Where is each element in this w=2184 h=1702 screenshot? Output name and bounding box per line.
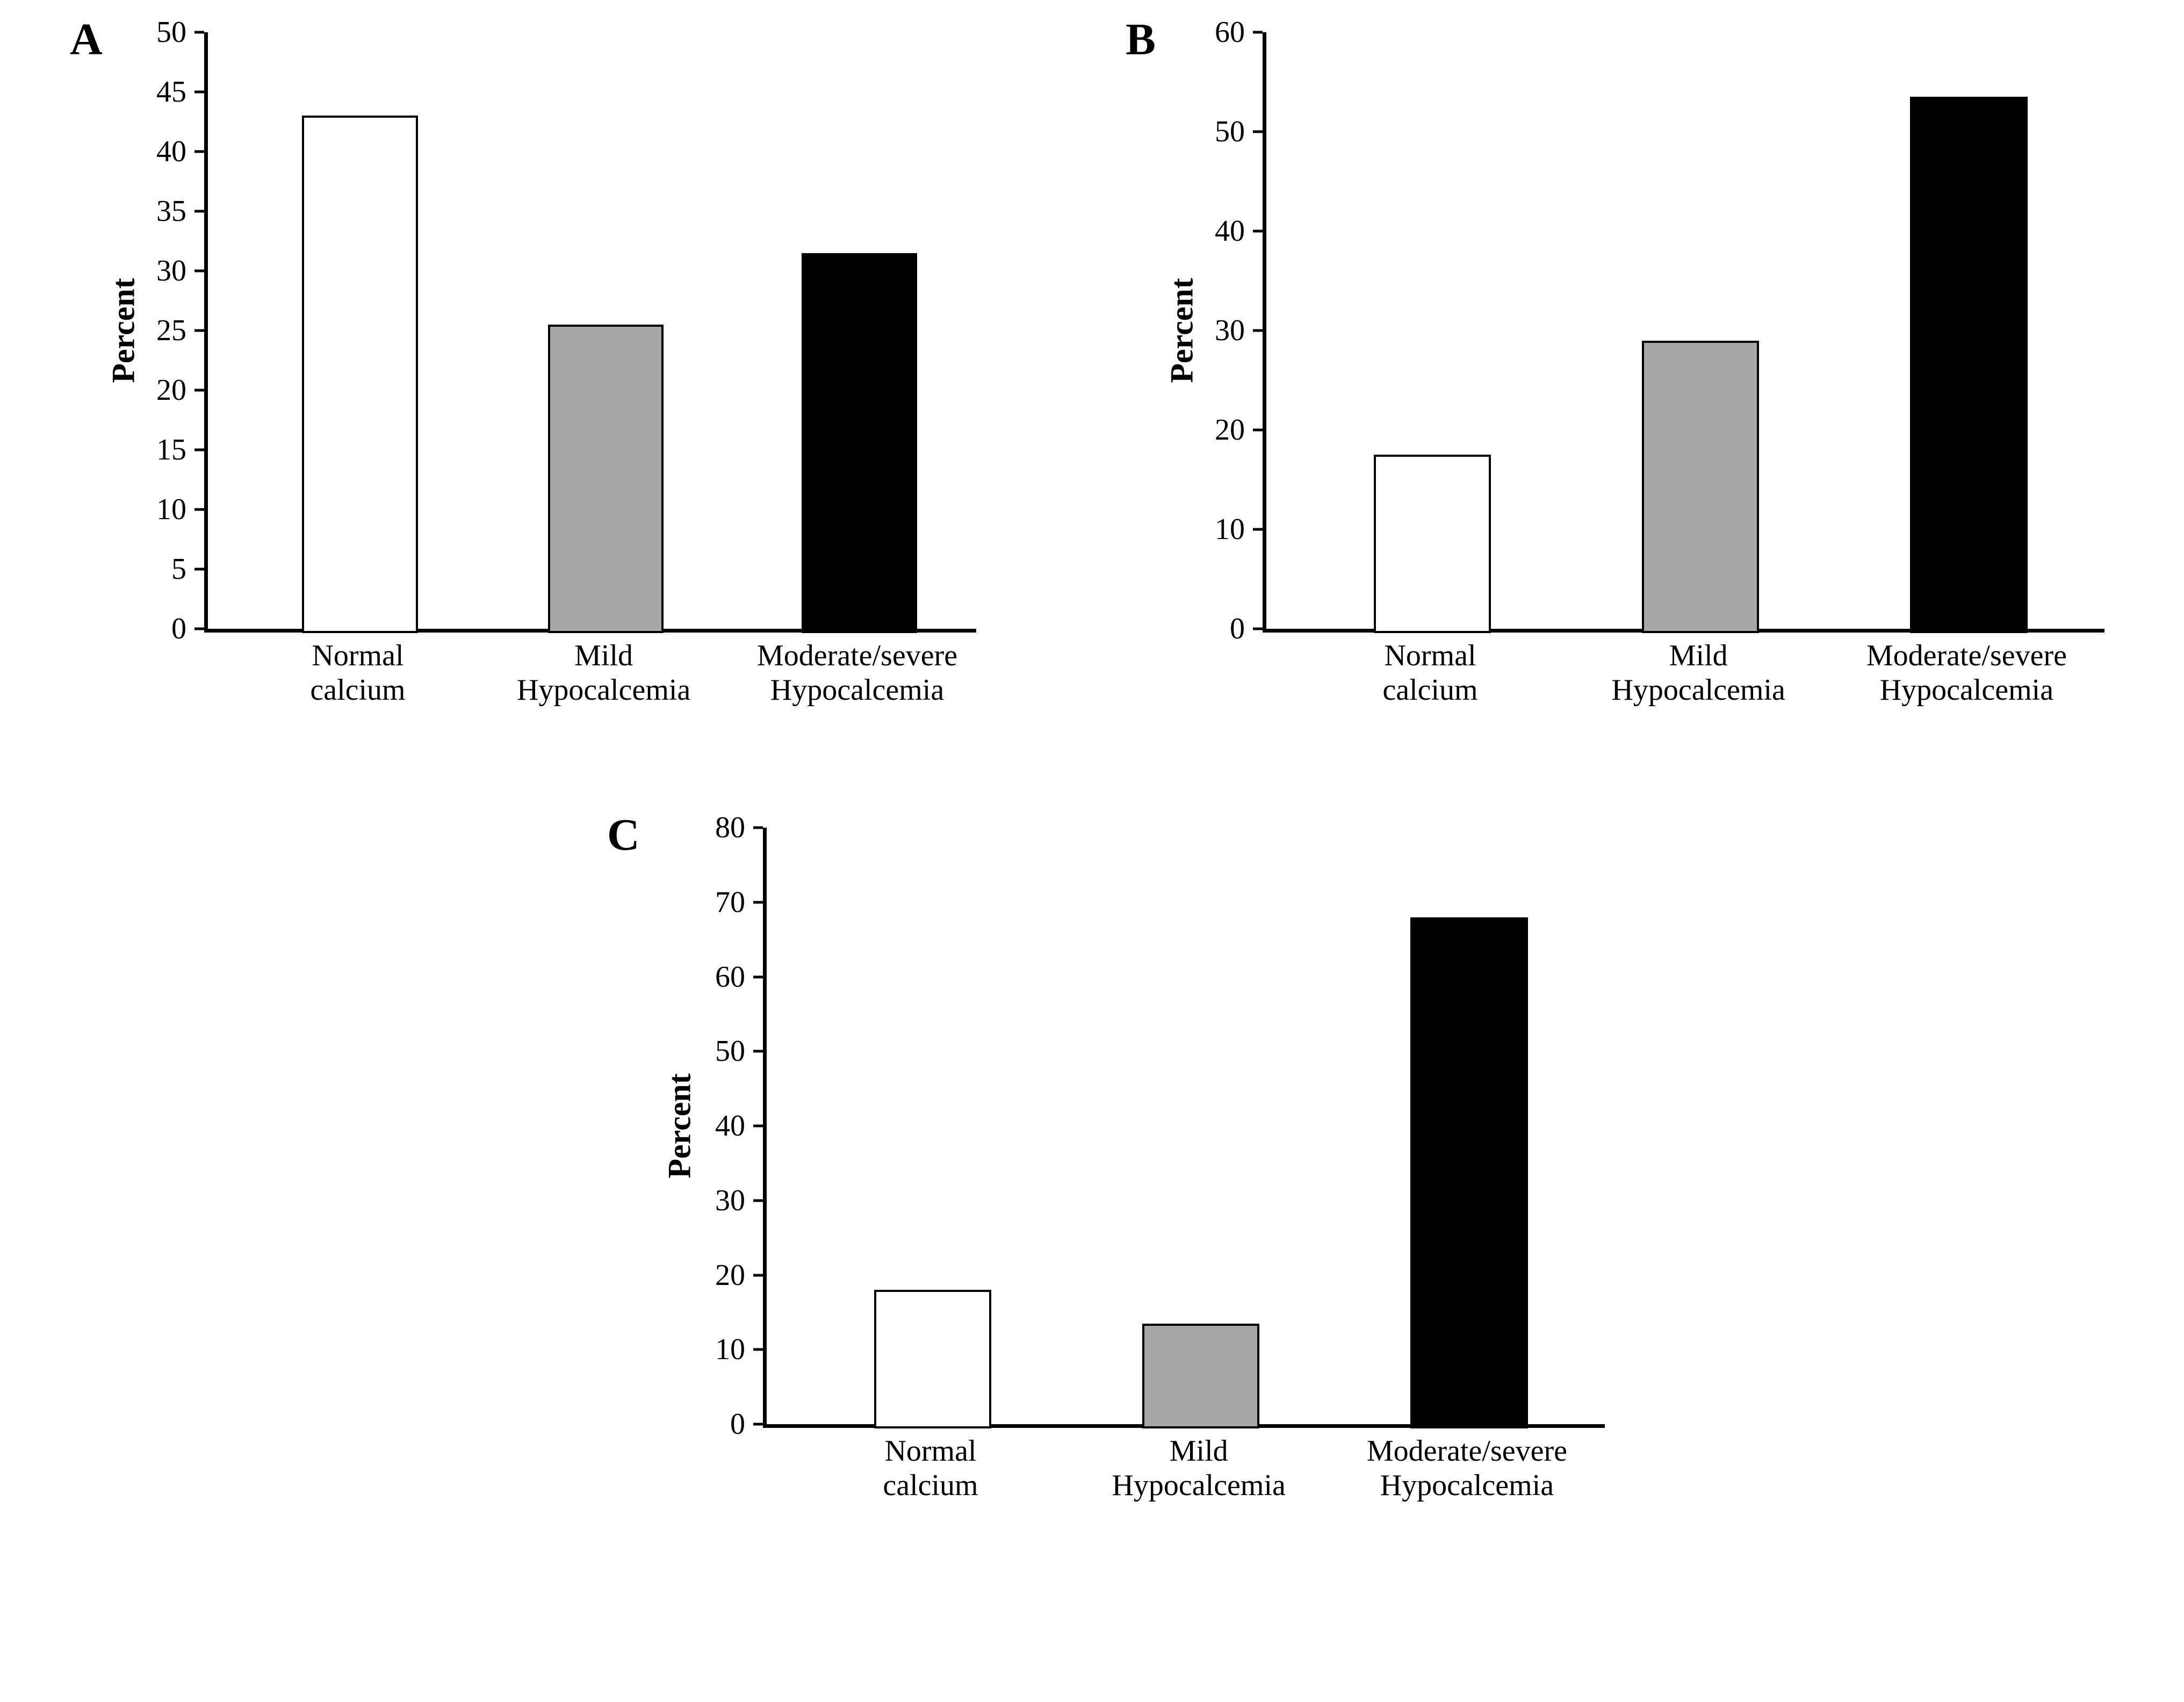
ytick-label: 50	[1194, 114, 1245, 149]
ytick-mark	[753, 1125, 763, 1128]
ytick-mark	[194, 568, 204, 571]
panel-label-A: A	[70, 13, 103, 66]
ytick-mark	[753, 1050, 763, 1053]
ytick-label: 60	[694, 960, 745, 994]
xtick-label: Moderate/severeHypocalcemia	[1827, 638, 2106, 708]
ytick-label: 20	[135, 373, 186, 407]
xtick-label: MildHypocalcemia	[1059, 1434, 1338, 1503]
ytick-mark	[1253, 329, 1263, 332]
ytick-label: 25	[135, 313, 186, 348]
ytick-mark	[194, 329, 204, 332]
ytick-mark	[753, 1423, 763, 1426]
ytick-label: 0	[1194, 612, 1245, 646]
ytick-mark	[753, 1348, 763, 1351]
ytick-label: 20	[1194, 413, 1245, 447]
ytick-label: 30	[1194, 313, 1245, 348]
ytick-label: 80	[694, 810, 745, 845]
ytick-label: 0	[694, 1407, 745, 1441]
bar-A-2	[802, 253, 917, 633]
ytick-mark	[753, 901, 763, 903]
ytick-label: 30	[694, 1183, 745, 1218]
xtick-label: Moderate/severeHypocalcemia	[718, 638, 997, 708]
xtick-label: Normalcalcium	[1291, 638, 1570, 708]
ytick-label: 10	[1194, 512, 1245, 547]
ytick-label: 5	[135, 552, 186, 586]
ytick-mark	[753, 975, 763, 978]
bar-C-1	[1142, 1324, 1260, 1428]
bar-A-1	[548, 325, 664, 633]
ylabel-B: Percent	[1164, 278, 1201, 383]
ytick-label: 0	[135, 612, 186, 646]
ytick-label: 10	[135, 492, 186, 527]
ytick-label: 40	[135, 134, 186, 169]
ytick-mark	[1253, 628, 1263, 630]
bar-C-2	[1410, 917, 1528, 1429]
ytick-mark	[194, 91, 204, 94]
ytick-label: 35	[135, 194, 186, 228]
ytick-mark	[194, 389, 204, 392]
ytick-mark	[1253, 429, 1263, 432]
panel-label-C: C	[607, 809, 640, 861]
ytick-label: 50	[694, 1034, 745, 1068]
xtick-label: MildHypocalcemia	[1559, 638, 1838, 708]
xtick-label: MildHypocalcemia	[464, 638, 744, 708]
ytick-label: 10	[694, 1332, 745, 1367]
panel-label-B: B	[1126, 13, 1156, 66]
ytick-mark	[194, 449, 204, 451]
bar-B-2	[1910, 97, 2028, 633]
xtick-label: Normalcalcium	[218, 638, 498, 708]
ytick-label: 60	[1194, 15, 1245, 49]
ytick-label: 40	[694, 1109, 745, 1143]
xtick-label: Moderate/severeHypocalcemia	[1327, 1434, 1606, 1503]
bar-A-0	[302, 116, 417, 633]
ylabel-C: Percent	[661, 1073, 698, 1178]
xtick-label: Normalcalcium	[791, 1434, 1070, 1503]
ytick-mark	[753, 1274, 763, 1276]
ylabel-A: Percent	[105, 278, 142, 383]
ytick-label: 50	[135, 15, 186, 49]
ytick-mark	[194, 270, 204, 272]
ytick-mark	[1253, 131, 1263, 133]
bar-B-0	[1374, 455, 1491, 633]
ytick-mark	[1253, 31, 1263, 34]
bar-C-0	[874, 1290, 992, 1428]
ytick-label: 15	[135, 433, 186, 467]
ytick-label: 20	[694, 1258, 745, 1292]
ytick-mark	[194, 508, 204, 511]
ytick-label: 30	[135, 254, 186, 288]
ytick-mark	[1253, 528, 1263, 531]
ytick-label: 40	[1194, 214, 1245, 248]
ytick-mark	[1253, 230, 1263, 233]
ytick-mark	[194, 628, 204, 630]
ytick-mark	[194, 31, 204, 34]
ytick-mark	[753, 1199, 763, 1202]
ytick-mark	[194, 150, 204, 153]
ytick-mark	[753, 827, 763, 829]
figure-root: A 0 5 10 15 20 25 30 35 40 45 50 Percent Normalcalciu…	[0, 0, 2184, 1702]
bar-B-1	[1642, 341, 1760, 634]
ytick-label: 45	[135, 75, 186, 109]
ytick-label: 70	[694, 885, 745, 920]
ytick-mark	[194, 210, 204, 213]
